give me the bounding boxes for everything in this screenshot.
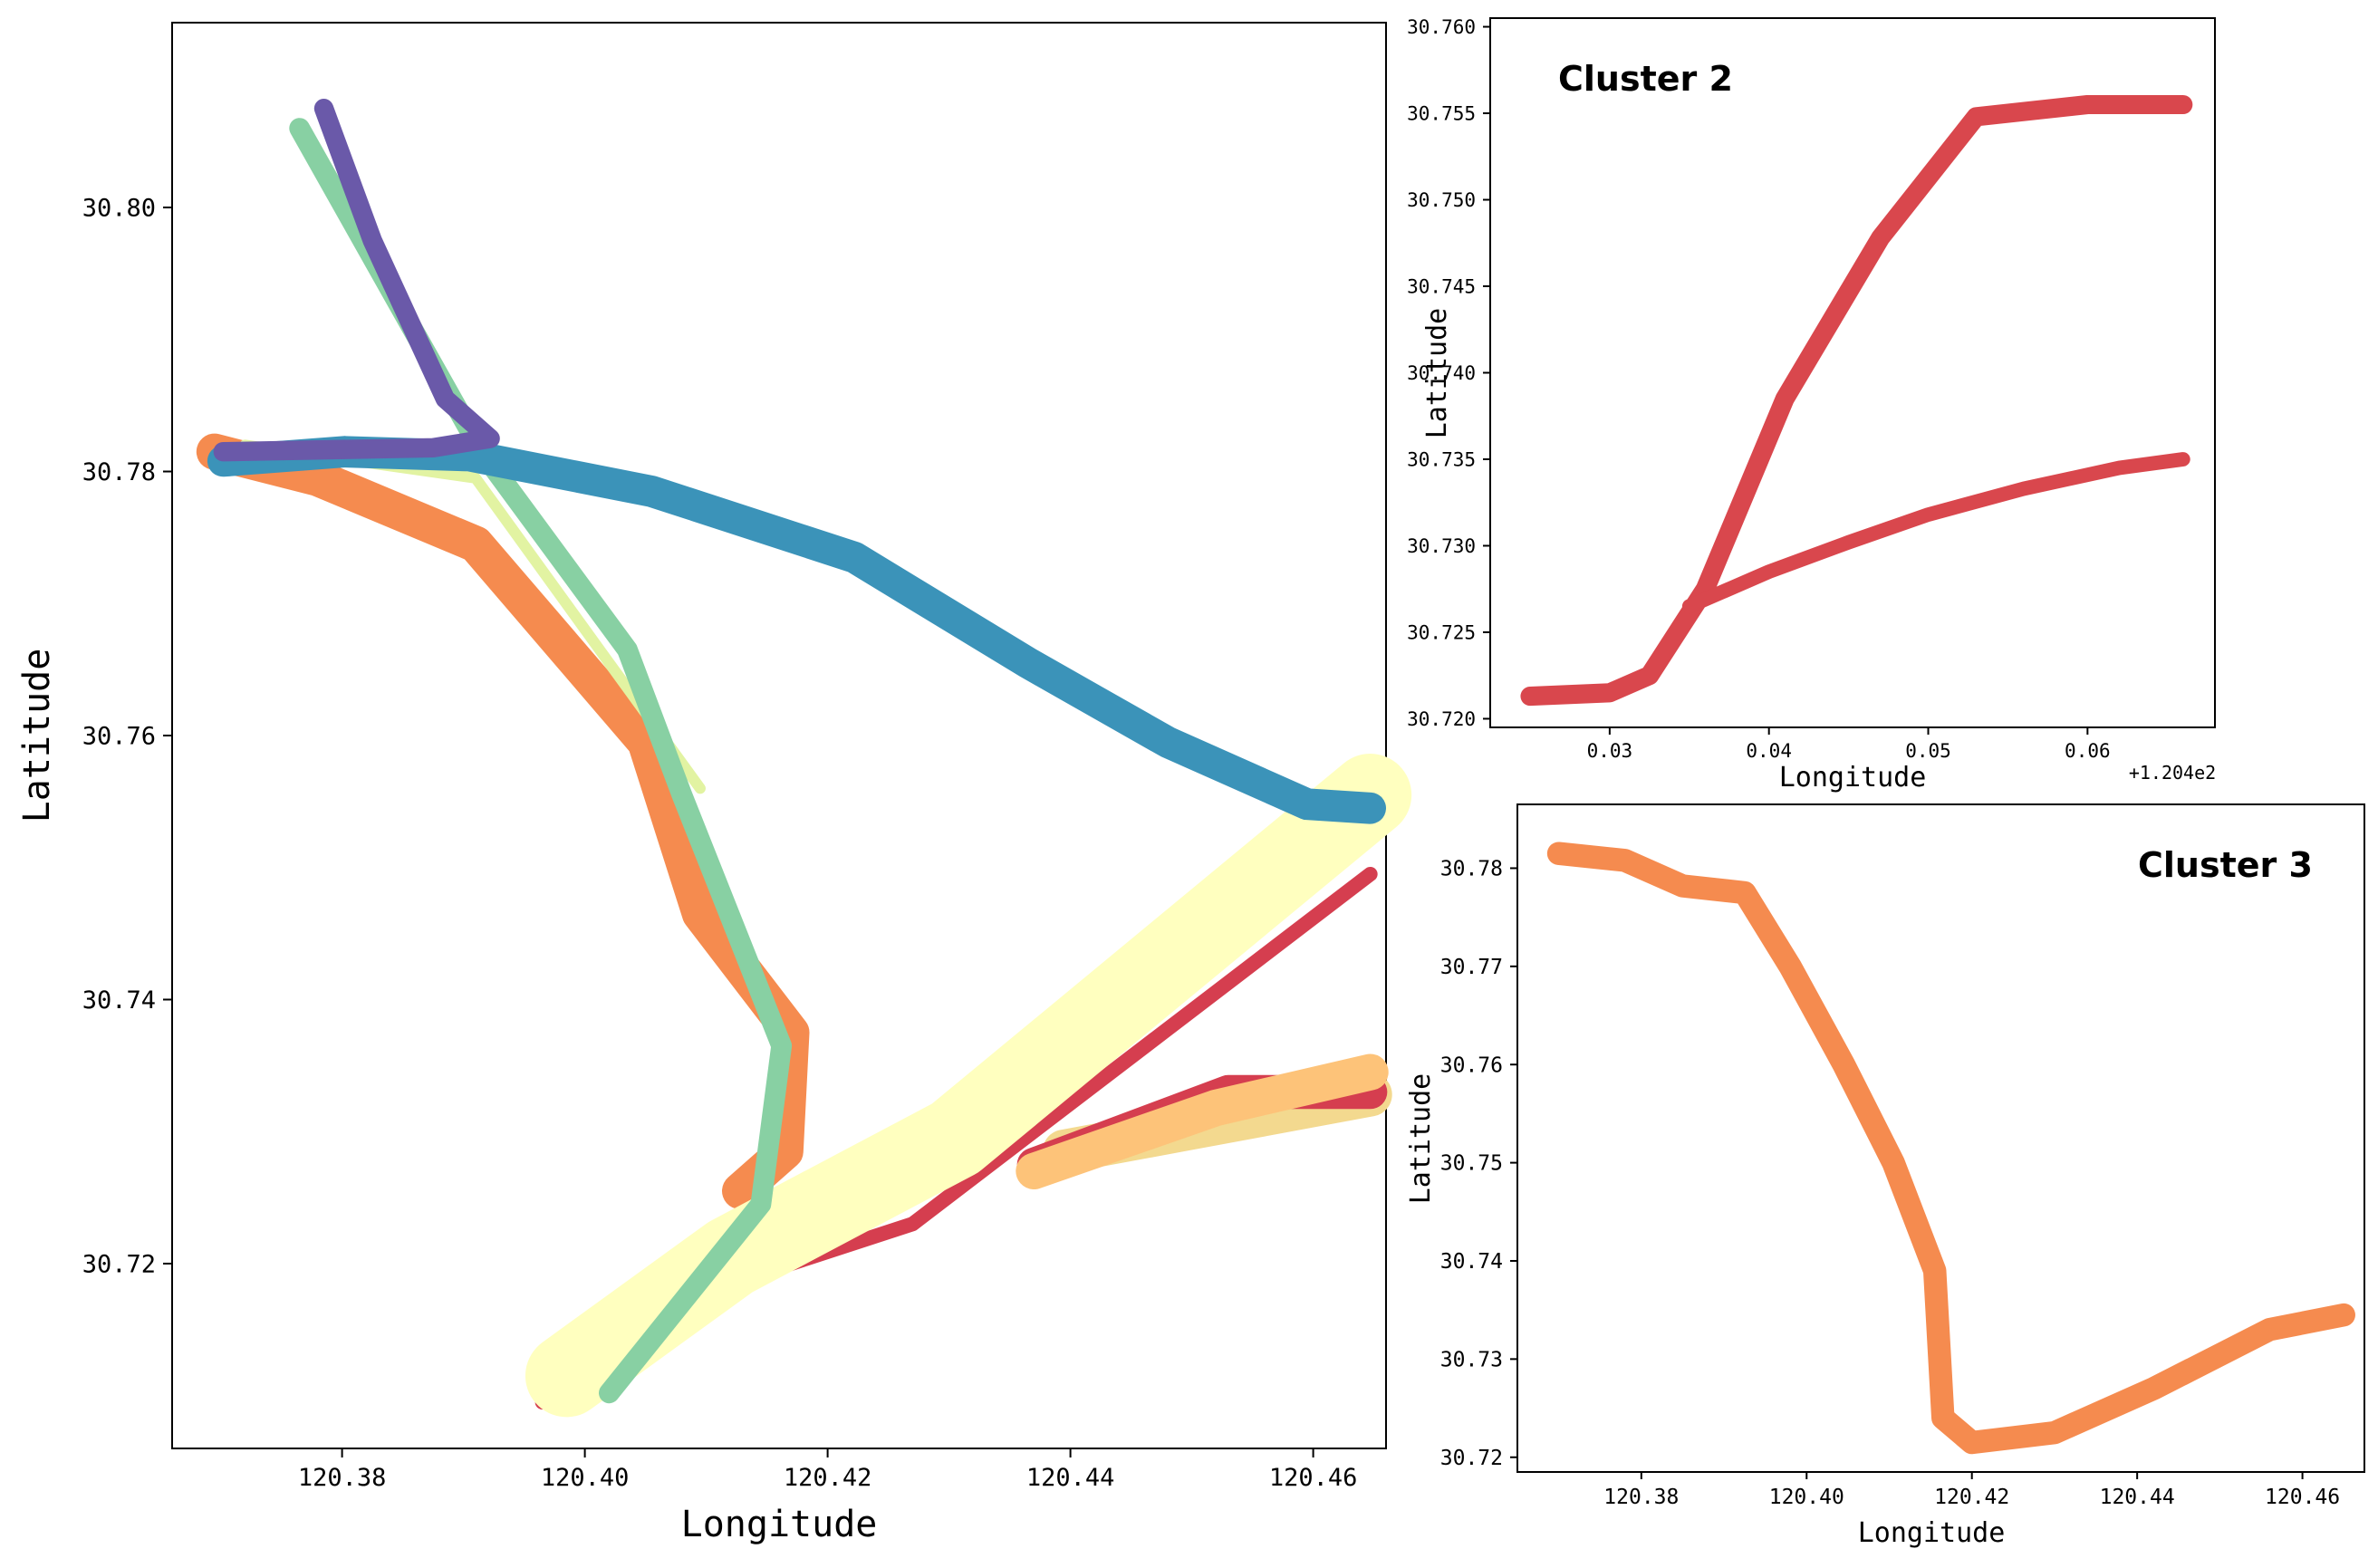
main-x-axis-label: Longitude — [681, 1504, 878, 1545]
cluster3-title: Cluster 3 — [2138, 845, 2313, 885]
main-x-tick-label: 120.42 — [784, 1464, 872, 1492]
main-y-tick-label: 30.76 — [82, 722, 156, 750]
cluster2-y-tick-label: 30.725 — [1407, 621, 1476, 643]
cluster2-plot-frame — [1489, 17, 2216, 728]
cluster3-trajectories — [1546, 842, 2355, 1455]
cluster2-title: Cluster 2 — [1558, 59, 1733, 99]
cluster3-y-tick-label: 30.72 — [1440, 1447, 1503, 1470]
cluster3-x-tick-label: 120.38 — [1603, 1486, 1679, 1509]
cluster2-y-tick-label: 30.745 — [1407, 275, 1476, 297]
cluster3-y-tick-label: 30.73 — [1440, 1348, 1503, 1371]
main-series-cluster-5 — [525, 754, 1412, 1418]
cluster3-x-tick-label: 120.40 — [1769, 1486, 1844, 1509]
cluster3-y-tick-label: 30.78 — [1440, 857, 1503, 880]
cluster2-axis-ticks: 0.03 0.04 0.05 0.06 30.720 30.725 30.730 30.735… — [1407, 16, 2110, 762]
main-series-cluster-4 — [1016, 1053, 1389, 1190]
cluster2-y-tick-label: 30.740 — [1407, 362, 1476, 384]
cluster3-x-axis-label: Longitude — [1858, 1517, 2006, 1549]
main-axis-ticks: 120.38 120.40 120.42 120.44 120.46 30.72 30.74… — [82, 194, 1358, 1492]
cluster2-x-tick-label: 0.05 — [1905, 740, 1951, 762]
main-trajectories — [196, 98, 1412, 1418]
main-x-tick-label: 120.46 — [1269, 1464, 1358, 1492]
cluster2-chart: 0.03 0.04 0.05 0.06 30.720 30.725 30.730 30.735… — [1407, 16, 2216, 794]
main-x-tick-label: 120.40 — [541, 1464, 630, 1492]
cluster2-x-axis-label: Longitude — [1779, 762, 1927, 794]
main-chart: 120.38 120.40 120.42 120.44 120.46 30.72 30.74… — [16, 22, 1412, 1545]
main-y-axis-label: Latitude — [16, 649, 58, 823]
cluster2-y-tick-label: 30.735 — [1407, 448, 1476, 470]
main-y-tick-label: 30.74 — [82, 986, 156, 1015]
cluster2-x-tick-label: 0.03 — [1587, 740, 1633, 762]
cluster2-y-tick-label: 30.755 — [1407, 102, 1476, 124]
cluster3-y-axis-label: Latitude — [1405, 1073, 1437, 1205]
cluster3-y-tick-label: 30.76 — [1440, 1053, 1503, 1077]
cluster3-x-tick-label: 120.44 — [2100, 1486, 2175, 1509]
cluster2-y-tick-label: 30.760 — [1407, 16, 1476, 38]
cluster2-x-tick-label: 0.06 — [2065, 740, 2111, 762]
cluster2-y-tick-label: 30.720 — [1407, 708, 1476, 730]
cluster3-y-tick-label: 30.74 — [1440, 1250, 1503, 1274]
main-series-cluster-9 — [213, 98, 500, 462]
cluster3-x-tick-label: 120.42 — [1934, 1486, 2009, 1509]
cluster3-chart: 120.38 120.40 120.42 120.44 120.46 30.72 30.73… — [1405, 803, 2365, 1549]
cluster2-series-cluster-2 — [1520, 94, 2193, 707]
cluster3-axis-ticks: 120.38 120.40 120.42 120.44 120.46 30.72 30.73… — [1440, 857, 2340, 1509]
main-y-tick-label: 30.80 — [82, 194, 156, 222]
cluster3-x-tick-label: 120.46 — [2265, 1486, 2340, 1509]
cluster2-y-tick-label: 30.750 — [1407, 189, 1476, 211]
cluster2-offset-text: +1.204e2 — [2129, 762, 2216, 784]
main-series-cluster-3 — [196, 433, 810, 1209]
cluster3-series-cluster-3 — [1546, 842, 2355, 1455]
cluster3-y-tick-label: 30.75 — [1440, 1152, 1503, 1176]
cluster2-y-tick-label: 30.730 — [1407, 535, 1476, 557]
cluster2-y-axis-label: Latitude — [1421, 308, 1453, 439]
main-y-tick-label: 30.78 — [82, 458, 156, 486]
cluster2-series-cluster-2b — [1681, 452, 2190, 614]
main-x-tick-label: 120.38 — [298, 1464, 387, 1492]
main-y-tick-label: 30.72 — [82, 1250, 156, 1278]
cluster2-trajectories — [1520, 94, 2193, 707]
main-x-tick-label: 120.44 — [1026, 1464, 1115, 1492]
cluster3-y-tick-label: 30.77 — [1440, 956, 1503, 979]
cluster2-x-tick-label: 0.04 — [1746, 740, 1792, 762]
